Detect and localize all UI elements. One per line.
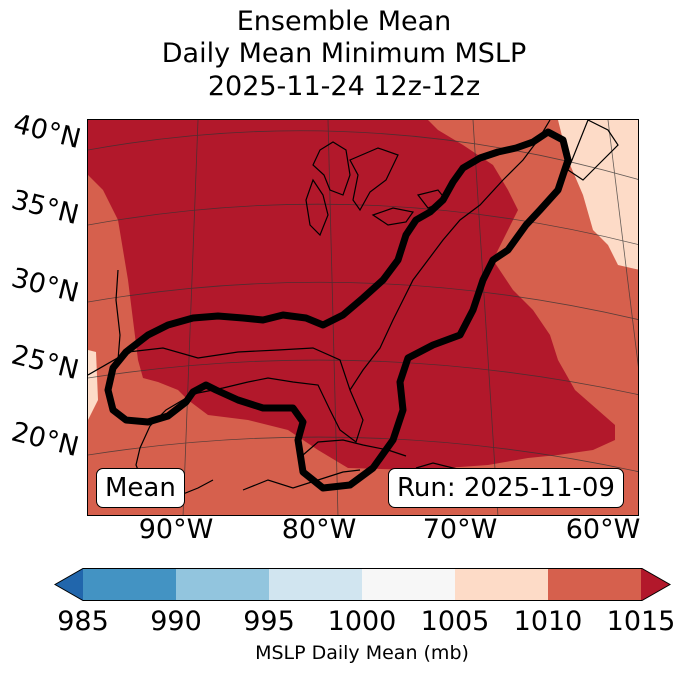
colorbar <box>54 568 671 601</box>
colorbar-segment <box>548 568 641 601</box>
graticule <box>88 120 638 515</box>
min-mslp-contour <box>104 128 572 492</box>
title-line-2: Daily Mean Minimum MSLP <box>161 38 527 69</box>
colorbar-tick-990: 990 <box>150 606 202 637</box>
fill-1005-1010-northeast <box>558 120 638 270</box>
colorbar-tick-995: 995 <box>243 606 295 637</box>
colorbar-segment <box>641 568 670 601</box>
colorbar-segment <box>83 568 176 601</box>
title-line-3: 2025-11-24 12z-12z <box>207 71 481 102</box>
colorbar-tick-1010: 1010 <box>513 606 583 637</box>
colorbar-tick-1000: 1000 <box>327 606 397 637</box>
colorbar-segment <box>55 568 83 601</box>
lon-label-60w: 60°W <box>565 514 641 545</box>
fill-1015-plus <box>88 120 615 470</box>
colorbar-tick-985: 985 <box>57 606 109 637</box>
mean-label-box: Mean <box>96 468 185 508</box>
lat-label-30n: 30°N <box>8 262 82 310</box>
map-panel <box>87 119 639 516</box>
colorbar-tick-1005: 1005 <box>420 606 490 637</box>
colorbar-outline <box>54 568 671 601</box>
lon-label-70w: 70°W <box>422 514 498 545</box>
lon-label-90w: 90°W <box>138 514 214 545</box>
colorbar-segment <box>455 568 548 601</box>
colorbar-segment <box>176 568 269 601</box>
colorbar-segment <box>362 568 455 601</box>
lat-label-25n: 25°N <box>8 339 82 387</box>
fill-1005-1010-southwest <box>88 350 98 420</box>
lat-label-35n: 35°N <box>8 184 82 232</box>
map-canvas <box>88 120 638 515</box>
run-date-box: Run: 2025-11-09 <box>388 468 624 508</box>
colorbar-tick-1015: 1015 <box>606 606 676 637</box>
lon-label-80w: 80°W <box>281 514 357 545</box>
lat-label-20n: 20°N <box>8 416 82 464</box>
lat-label-40n: 40°N <box>10 108 84 156</box>
colorbar-label: MSLP Daily Mean (mb) <box>255 642 469 664</box>
colorbar-segment <box>269 568 362 601</box>
title-line-1: Ensemble Mean <box>236 6 452 37</box>
